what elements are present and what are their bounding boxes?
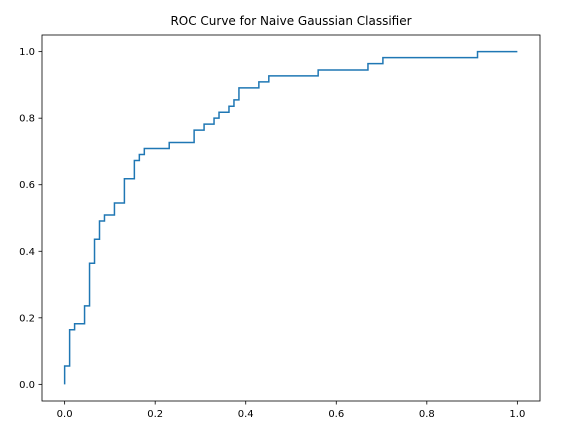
y-tick-label: 0.8 — [19, 114, 35, 125]
x-tick-label: 0.4 — [238, 409, 254, 420]
chart-title: ROC Curve for Naive Gaussian Classifier — [170, 14, 411, 28]
x-tick-label: 0.6 — [328, 409, 344, 420]
plot-frame — [41, 34, 541, 402]
y-tick-label: 0.6 — [19, 180, 35, 191]
roc-curve-line — [63, 50, 518, 385]
y-tick-label: 0.2 — [19, 313, 35, 324]
x-tick-label: 0.8 — [419, 409, 435, 420]
x-tick-label: 0.2 — [147, 409, 163, 420]
x-tick-label: 1.0 — [509, 409, 525, 420]
y-tick-label: 0.0 — [19, 380, 35, 391]
y-tick-label: 0.4 — [19, 247, 35, 258]
plot-area — [63, 50, 518, 385]
x-tick-label: 0.0 — [57, 409, 73, 420]
y-tick-label: 1.0 — [19, 47, 35, 58]
axes: 0.0 0.2 0.4 0.6 0.8 1.0 0.0 0.2 0.4 0.6 0.8 1.0 — [19, 34, 541, 420]
